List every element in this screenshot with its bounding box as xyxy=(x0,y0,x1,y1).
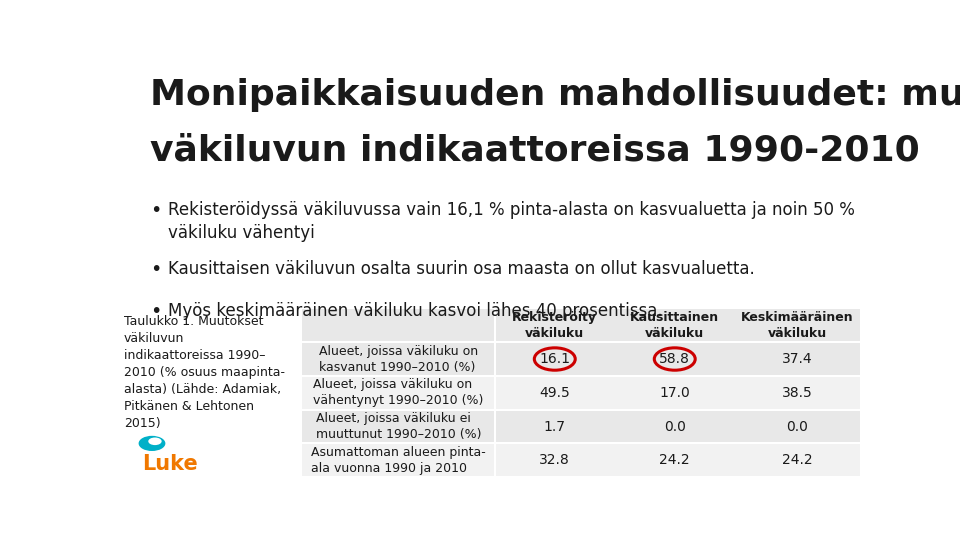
Text: 38.5: 38.5 xyxy=(782,386,813,400)
Text: •: • xyxy=(150,302,161,321)
Text: 24.2: 24.2 xyxy=(660,453,690,467)
Text: 16.1: 16.1 xyxy=(540,352,570,366)
FancyBboxPatch shape xyxy=(302,376,860,410)
Text: Rekisteröity
väkiluku: Rekisteröity väkiluku xyxy=(513,311,597,340)
Text: 24.2: 24.2 xyxy=(782,453,813,467)
Text: 37.4: 37.4 xyxy=(782,352,813,366)
FancyBboxPatch shape xyxy=(302,410,860,443)
Text: Kausittainen
väkiluku: Kausittainen väkiluku xyxy=(630,311,719,340)
Text: Alueet, joissa väkiluku on
vähentynyt 1990–2010 (%): Alueet, joissa väkiluku on vähentynyt 19… xyxy=(313,378,484,407)
Circle shape xyxy=(148,437,161,445)
Text: 0.0: 0.0 xyxy=(663,420,685,433)
Text: 1.7: 1.7 xyxy=(543,420,565,433)
Text: •: • xyxy=(150,260,161,279)
Text: Luke: Luke xyxy=(142,454,198,474)
Text: Myös keskimääräinen väkiluku kasvoi lähes 40 prosentissa.: Myös keskimääräinen väkiluku kasvoi lähe… xyxy=(168,302,663,320)
Text: väkiluvun indikaattoreissa 1990-2010: väkiluvun indikaattoreissa 1990-2010 xyxy=(150,133,920,167)
FancyBboxPatch shape xyxy=(302,443,860,477)
Circle shape xyxy=(138,436,165,451)
Text: Monipaikkaisuuden mahdollisuudet: muutokset: Monipaikkaisuuden mahdollisuudet: muutok… xyxy=(150,78,960,112)
Text: •: • xyxy=(150,201,161,220)
FancyBboxPatch shape xyxy=(302,309,860,342)
FancyBboxPatch shape xyxy=(302,342,860,376)
Text: Taulukko 1. Muutokset
väkiluvun
indikaattoreissa 1990–
2010 (% osuus maapinta-
a: Taulukko 1. Muutokset väkiluvun indikaat… xyxy=(124,315,285,430)
Text: 32.8: 32.8 xyxy=(540,453,570,467)
Text: Kausittaisen väkiluvun osalta suurin osa maasta on ollut kasvualuetta.: Kausittaisen väkiluvun osalta suurin osa… xyxy=(168,260,756,278)
Text: Asumattoman alueen pinta-
ala vuonna 1990 ja 2010: Asumattoman alueen pinta- ala vuonna 199… xyxy=(311,446,486,475)
Text: Alueet, joissa väkiluku on
kasvanut 1990–2010 (%): Alueet, joissa väkiluku on kasvanut 1990… xyxy=(319,345,478,374)
Text: 58.8: 58.8 xyxy=(660,352,690,366)
Text: 0.0: 0.0 xyxy=(786,420,808,433)
Text: Alueet, joissa väkiluku ei
muuttunut 1990–2010 (%): Alueet, joissa väkiluku ei muuttunut 199… xyxy=(316,412,481,441)
Text: 17.0: 17.0 xyxy=(660,386,690,400)
Text: Rekisteröidyssä väkiluvussa vain 16,1 % pinta-alasta on kasvualuetta ja noin 50 : Rekisteröidyssä väkiluvussa vain 16,1 % … xyxy=(168,201,855,242)
Text: 49.5: 49.5 xyxy=(540,386,570,400)
Text: Keskimääräinen
väkiluku: Keskimääräinen väkiluku xyxy=(741,311,853,340)
